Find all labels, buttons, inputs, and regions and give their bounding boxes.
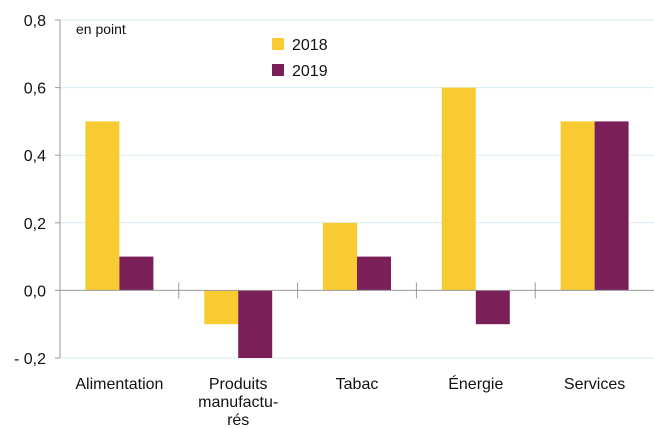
legend-swatch-2019 — [272, 64, 284, 76]
bar-2018-4 — [560, 121, 595, 291]
bar-2018-1 — [204, 290, 239, 325]
y-tick-label-2: 0,4 — [24, 148, 46, 165]
bar-2019-3 — [475, 290, 510, 325]
legend-label-2019: 2019 — [292, 63, 328, 80]
x-category-label-4-0: Services — [564, 376, 625, 393]
y-tick-label-1: 0,6 — [24, 81, 46, 98]
bar-2019-0 — [119, 256, 154, 291]
bar-2019-1 — [238, 290, 273, 358]
bar-2018-0 — [85, 121, 120, 291]
bar-2019-2 — [357, 256, 391, 291]
x-category-label-0-0: Alimentation — [75, 376, 163, 393]
bar-2018-3 — [441, 87, 476, 291]
x-category-label-2-0: Tabac — [336, 376, 379, 393]
y-tick-label-4: 0,0 — [24, 283, 46, 300]
y-tick-label-3: 0,2 — [24, 216, 46, 233]
bar-2018-2 — [323, 222, 357, 291]
x-category-label-1-1: manufactu- — [198, 394, 278, 411]
bar-2019-4 — [594, 121, 629, 291]
legend-label-2018: 2018 — [292, 37, 328, 54]
x-category-label-1-0: Produits — [209, 376, 268, 393]
x-category-label-1-2: rés — [227, 412, 249, 429]
legend-swatch-2018 — [272, 38, 284, 50]
x-category-label-3-0: Énergie — [448, 374, 503, 393]
y-tick-label-5: - 0,2 — [14, 351, 46, 368]
unit-label: en point — [76, 21, 126, 37]
y-tick-label-0: 0,8 — [24, 13, 46, 30]
